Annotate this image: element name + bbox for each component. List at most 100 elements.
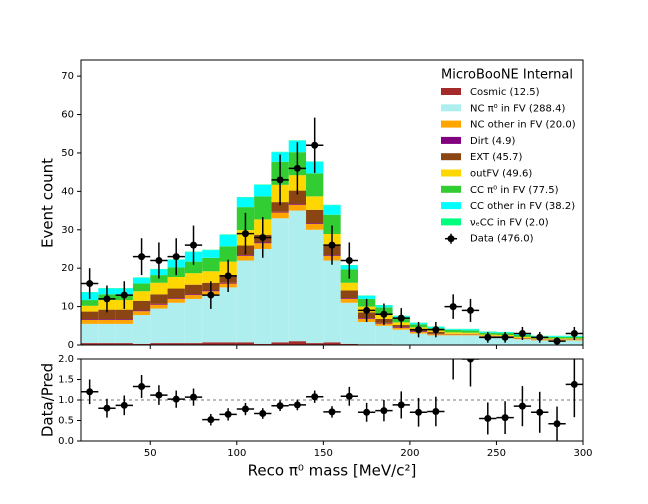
stack-segment — [219, 287, 237, 343]
ratio-point — [415, 408, 423, 416]
stack-segment — [132, 300, 151, 311]
x-tick-label: 100 — [227, 448, 246, 459]
stack-segment — [323, 205, 341, 215]
ratio-point — [570, 380, 578, 388]
ratio-point — [155, 391, 163, 399]
legend-swatch — [441, 218, 461, 226]
stack-segment — [461, 332, 480, 334]
stack-segment — [81, 300, 99, 306]
ratio-point — [276, 402, 284, 410]
ratio-point — [450, 347, 457, 354]
ratio-point — [536, 408, 544, 416]
stack-segment — [219, 342, 237, 345]
legend-title: MicroBooNE Internal — [441, 68, 573, 83]
stack-segment — [427, 335, 445, 345]
legend-swatch — [441, 104, 461, 112]
stack-segment — [323, 342, 341, 345]
legend-label: NC other in FV (20.0) — [470, 120, 576, 131]
data-point — [207, 291, 215, 299]
stack-segment — [340, 302, 358, 344]
stack-segment — [271, 202, 289, 212]
data-point — [224, 272, 232, 280]
stack-segment — [167, 298, 185, 299]
data-point — [311, 141, 319, 149]
stack-segment — [340, 343, 358, 345]
data-point — [501, 333, 509, 341]
x-tick-label: 250 — [487, 448, 506, 459]
stack-segment — [184, 294, 203, 296]
stack-segment — [461, 334, 480, 336]
data-point — [484, 333, 492, 341]
data-point — [103, 295, 111, 303]
legend-swatch — [441, 153, 461, 161]
stack-segment — [132, 277, 151, 284]
stack-segment — [306, 343, 324, 345]
legend-swatch — [441, 120, 461, 128]
data-point — [120, 291, 128, 299]
stack-segment — [306, 196, 324, 210]
stack-segment — [548, 336, 566, 337]
ratio-point — [138, 382, 146, 390]
stack-segment — [340, 298, 358, 299]
stack-segment — [202, 295, 220, 343]
stack-segment — [254, 196, 272, 220]
stack-segment — [81, 323, 99, 344]
data-point — [536, 333, 544, 341]
ratio-point — [311, 393, 319, 401]
x-tick-label: 200 — [400, 448, 419, 459]
stack-segment — [115, 323, 133, 344]
stack-segment — [150, 343, 168, 345]
stack-segment — [340, 290, 358, 299]
data-point — [86, 280, 94, 288]
stack-segment — [236, 255, 255, 256]
stack-segment — [444, 332, 462, 334]
ratio-point — [224, 410, 232, 418]
ratio-point — [86, 388, 94, 396]
data-point — [328, 241, 336, 249]
stack-segment — [167, 302, 185, 344]
legend-label: Data (476.0) — [470, 234, 534, 245]
ratio-point — [518, 402, 526, 410]
ratio-point — [293, 401, 301, 409]
stack-segment — [184, 343, 203, 345]
y-axis-label: Event count — [39, 158, 57, 248]
y-axis-label: Data/Pred — [39, 363, 57, 437]
y-tick-label: 70 — [61, 71, 74, 82]
stack-segment — [288, 204, 307, 205]
data-point — [570, 329, 578, 337]
stack-segment — [115, 319, 133, 321]
stack-segment — [184, 261, 203, 274]
y-tick-label: 60 — [61, 110, 74, 121]
stack-segment — [81, 319, 99, 321]
stack-segment — [288, 210, 307, 342]
stack-segment — [254, 248, 272, 344]
legend-marker — [447, 235, 455, 243]
ratio-point — [190, 393, 198, 401]
ratio-point — [380, 407, 388, 415]
stack-segment — [202, 342, 220, 345]
stack-segment — [271, 211, 289, 213]
y-tick-label: 1.5 — [58, 375, 74, 386]
legend-label: νₑCC in FV (2.0) — [470, 217, 549, 228]
data-point — [518, 329, 526, 337]
stack-segment — [115, 343, 133, 345]
stack-segment — [184, 273, 203, 285]
stack-segment — [323, 260, 341, 343]
stack-segment — [150, 308, 168, 344]
stack-segment — [409, 333, 428, 345]
data-point — [449, 303, 457, 311]
ratio-point — [345, 392, 353, 400]
stack-segment — [98, 323, 116, 344]
stack-segment — [81, 343, 99, 345]
data-point — [293, 164, 301, 172]
stack-segment — [150, 304, 168, 309]
legend-swatch — [441, 185, 461, 193]
plot-frame — [80, 59, 584, 346]
stack-segment — [306, 223, 324, 225]
y-tick-label: 10 — [61, 302, 74, 313]
stack-segment — [150, 282, 168, 295]
stack-segment — [115, 320, 133, 324]
x-axis-label: Reco π⁰ mass [MeV/c²] — [248, 462, 417, 480]
y-tick-label: 2.0 — [58, 354, 74, 365]
